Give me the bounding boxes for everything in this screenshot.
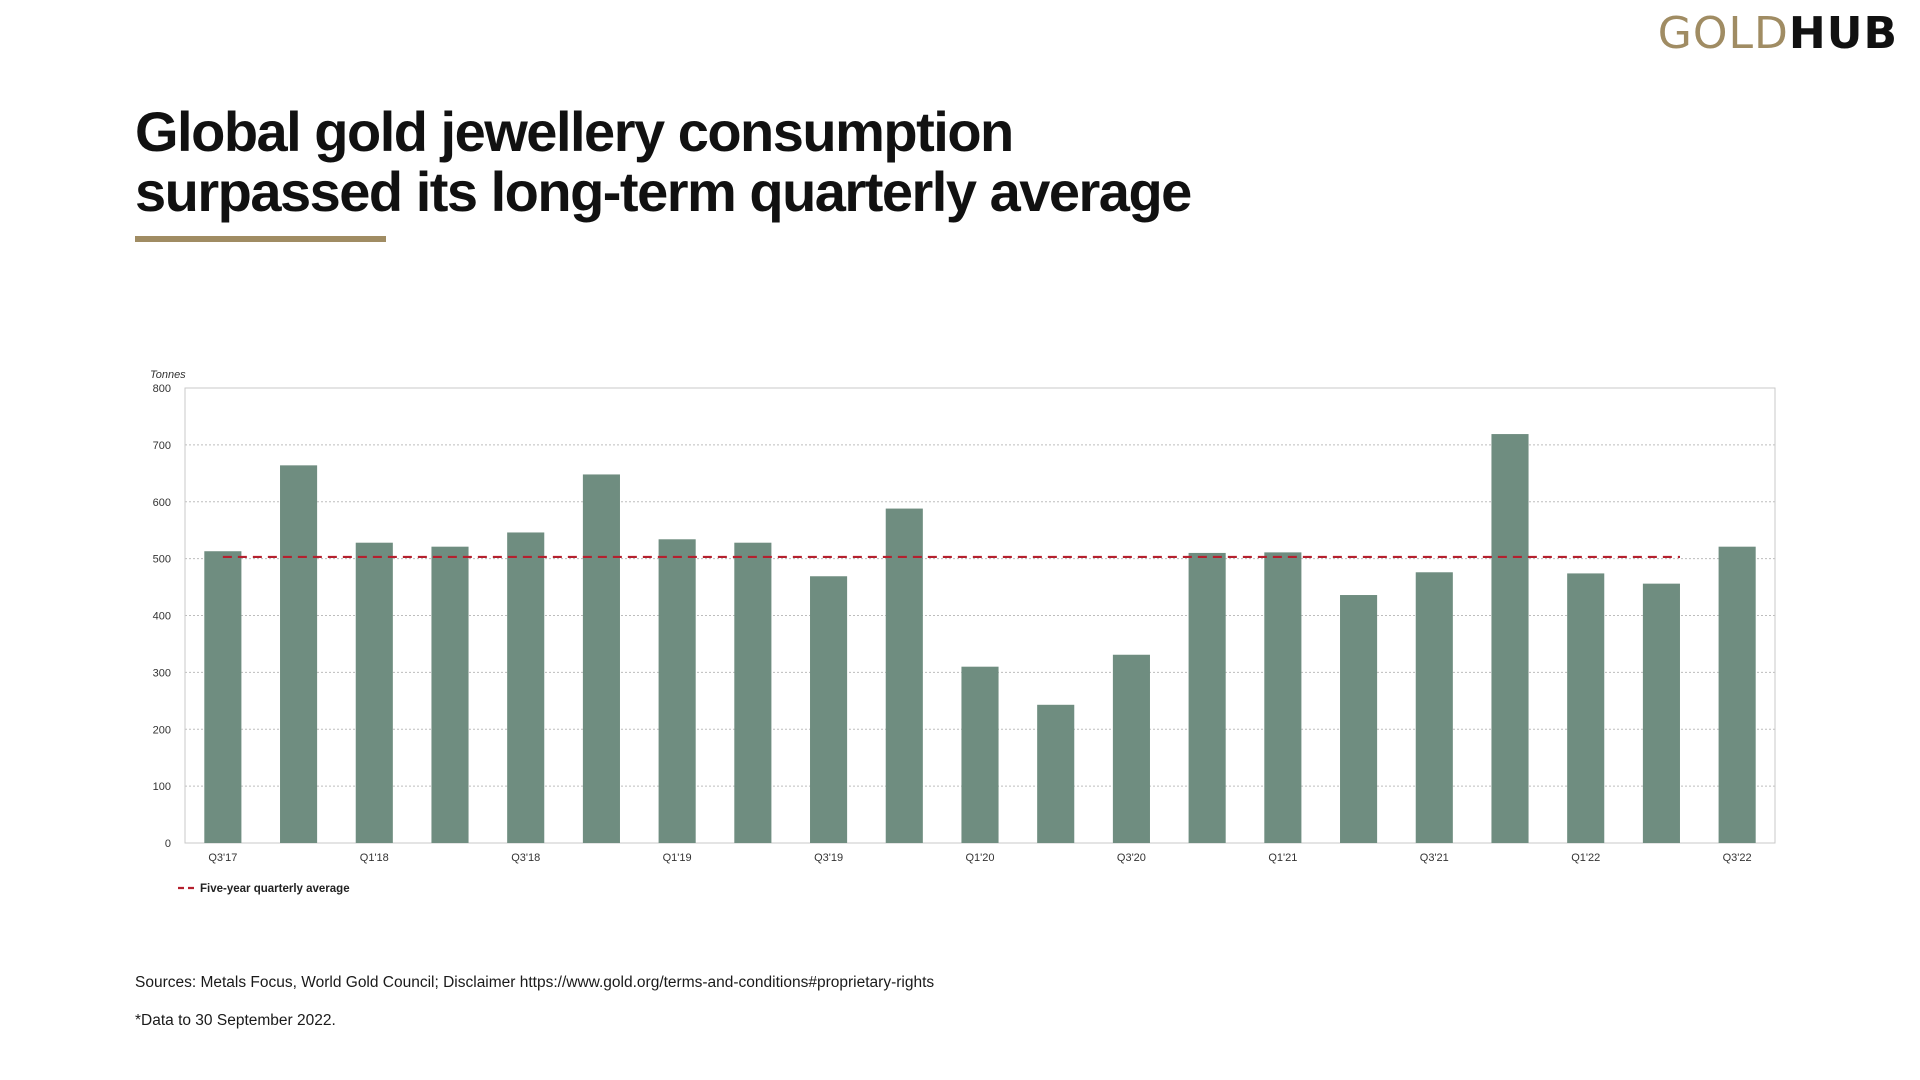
y-tick-label: 200: [153, 724, 171, 736]
x-tick-label: Q1'18: [360, 852, 389, 864]
x-tick-label: Q3'19: [814, 852, 843, 864]
legend: Five-year quarterly average: [178, 883, 350, 895]
bar-Q3-19: [810, 576, 848, 843]
bar-Q1-22: [1567, 573, 1605, 843]
bars: [204, 434, 1756, 843]
bar-Q4-17: [280, 465, 318, 843]
data-footnote: *Data to 30 September 2022.: [135, 1012, 336, 1029]
bar-Q2-21: [1340, 595, 1378, 843]
y-axis-label: Tonnes: [150, 369, 186, 381]
bar-Q2-18: [431, 546, 469, 843]
x-tick-labels: Q3'17 Q1'18 Q3'18 Q1'19 Q3'19 Q1'20 Q3'20 Q1'21…: [208, 852, 1751, 864]
bar-Q1-18: [355, 542, 393, 843]
bar-Q2-20: [1037, 704, 1075, 843]
x-tick-label: Q3'18: [511, 852, 540, 864]
y-tick-label: 500: [153, 554, 171, 566]
bar-Q1-21: [1264, 552, 1302, 843]
bar-Q3-18: [507, 532, 545, 843]
bar-Q3-17: [204, 551, 242, 843]
bar-Q1-20: [961, 666, 999, 843]
logo-gold-text: GOLD: [1657, 8, 1789, 59]
x-tick-label: Q1'22: [1571, 852, 1600, 864]
bar-Q4-18: [582, 474, 620, 843]
logo-hub-text: HUB: [1788, 8, 1898, 59]
y-tick-label: 800: [153, 383, 171, 395]
bar-Q4-19: [885, 508, 923, 843]
title-line-2: surpassed its long-term quarterly averag…: [135, 160, 1192, 223]
bar-Q1-19: [658, 539, 696, 843]
x-tick-label: Q3'20: [1117, 852, 1146, 864]
y-tick-label: 600: [153, 497, 171, 509]
goldhub-logo: GOLDHUB: [1658, 12, 1898, 56]
y-tick-label: 400: [153, 611, 171, 623]
x-tick-label: Q3'17: [208, 852, 237, 864]
bar-Q3-20: [1112, 654, 1150, 843]
bar-Q4-21: [1491, 434, 1529, 843]
bar-Q3-22: [1718, 546, 1756, 843]
legend-label: Five-year quarterly average: [200, 883, 350, 895]
page-title: Global gold jewellery consumption surpas…: [135, 100, 1192, 223]
x-tick-label: Q1'19: [663, 852, 692, 864]
bar-Q2-19: [734, 542, 772, 843]
bar-Q2-22: [1642, 583, 1680, 843]
x-tick-label: Q3'22: [1723, 852, 1752, 864]
y-tick-label: 0: [165, 838, 171, 850]
bar-Q4-20: [1188, 552, 1226, 843]
y-tick-labels: 0 100 200 300 400 500 600 700 800: [153, 383, 171, 850]
x-tick-label: Q1'21: [1268, 852, 1297, 864]
y-tick-label: 300: [153, 667, 171, 679]
x-tick-label: Q1'20: [965, 852, 994, 864]
title-line-1: Global gold jewellery consumption: [135, 100, 1014, 163]
y-tick-label: 700: [153, 440, 171, 452]
source-note: Sources: Metals Focus, World Gold Counci…: [135, 974, 935, 991]
title-underline: [135, 236, 386, 242]
y-tick-label: 100: [153, 781, 171, 793]
x-tick-label: Q3'21: [1420, 852, 1449, 864]
bar-Q3-21: [1415, 572, 1453, 843]
